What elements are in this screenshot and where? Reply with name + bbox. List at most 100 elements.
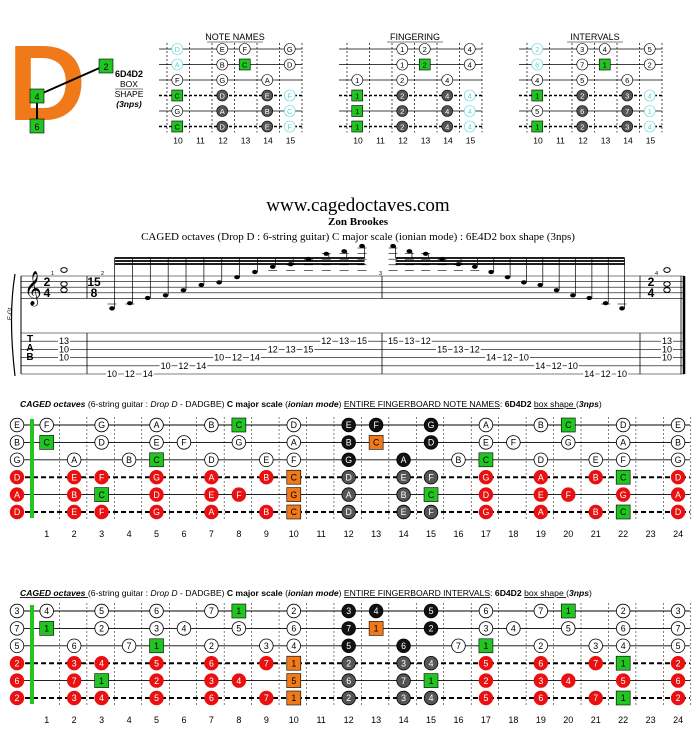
fret-number: 2 bbox=[72, 715, 77, 725]
note-marker-label: B bbox=[675, 438, 681, 448]
fret-number: 16 bbox=[453, 529, 463, 539]
tab-number-bg bbox=[320, 337, 333, 346]
note-marker bbox=[66, 452, 82, 468]
measure4-chord-notehead bbox=[663, 287, 671, 293]
run-down-tab-number: 15 bbox=[388, 336, 398, 346]
note-marker-label: G bbox=[483, 507, 490, 517]
note-marker-box bbox=[396, 690, 411, 706]
note-marker-box bbox=[341, 435, 356, 450]
run-down-notehead bbox=[406, 249, 413, 254]
note-marker bbox=[9, 621, 25, 636]
mini-marker-label: A bbox=[265, 76, 270, 85]
fret-number: 6 bbox=[181, 529, 186, 539]
note-marker-label: 3 bbox=[15, 606, 20, 616]
run-up-notehead bbox=[144, 295, 151, 301]
note-marker-label: 1 bbox=[621, 693, 626, 703]
fret-number: 20 bbox=[563, 529, 573, 539]
note-marker-label: 3 bbox=[72, 658, 77, 668]
tab-number-bg bbox=[356, 337, 368, 346]
note-marker-drop bbox=[9, 656, 25, 671]
mini-marker-label: C bbox=[175, 123, 181, 132]
tab-number-bg bbox=[284, 345, 297, 354]
note-marker bbox=[670, 621, 686, 636]
fret-number: 15 bbox=[426, 715, 436, 725]
note-marker-label: E bbox=[71, 507, 77, 517]
note-marker-drop bbox=[615, 487, 631, 502]
note-marker-label: 2 bbox=[154, 676, 159, 686]
mini-marker bbox=[396, 89, 409, 102]
note-marker-root bbox=[94, 673, 109, 688]
fret-number: 9 bbox=[264, 715, 269, 725]
note-marker-label: 5 bbox=[99, 606, 104, 616]
measure-number: 3 bbox=[379, 271, 382, 277]
measure-number: 1 bbox=[51, 271, 54, 277]
note-marker-label: 6 bbox=[676, 676, 681, 686]
mini-marker bbox=[238, 43, 251, 55]
run-up-notehead bbox=[198, 282, 205, 288]
note-marker-label: 2 bbox=[209, 641, 214, 651]
note-marker bbox=[533, 603, 549, 619]
logo-letter: D bbox=[8, 22, 86, 143]
note-marker-box bbox=[423, 435, 439, 450]
mini-marker-root bbox=[531, 89, 544, 102]
mini-marker-label: D bbox=[220, 123, 226, 132]
mini-marker-label: 1 bbox=[355, 123, 359, 132]
fret-number: 3 bbox=[99, 715, 104, 725]
note-marker bbox=[286, 417, 301, 433]
note-marker bbox=[9, 417, 25, 433]
note-marker bbox=[149, 603, 164, 619]
note-marker-drop bbox=[588, 656, 603, 671]
tab-number-bg bbox=[106, 370, 118, 378]
mini-marker-root bbox=[238, 58, 251, 71]
note-marker bbox=[588, 452, 603, 468]
mini-marker bbox=[463, 89, 476, 102]
note-marker bbox=[9, 435, 25, 450]
note-marker-label: 3 bbox=[401, 693, 406, 703]
note-marker-label: 7 bbox=[456, 641, 461, 651]
mini-marker-label: 2 bbox=[423, 45, 427, 54]
note-marker-label: B bbox=[456, 455, 462, 465]
note-marker-label: 5 bbox=[676, 641, 681, 651]
note-marker-label: 3 bbox=[538, 676, 543, 686]
mini-marker bbox=[171, 105, 184, 117]
measure1-chord-tab-number: 13 bbox=[59, 336, 69, 346]
note-marker-label: 4 bbox=[44, 606, 49, 616]
mini-marker-root bbox=[598, 58, 611, 71]
shape-logo: D 2 4 6 6D4D2 BOX SHAPE (3nps) bbox=[8, 22, 144, 143]
mini-fret-number: 13 bbox=[241, 136, 251, 146]
note-marker-label: 2 bbox=[346, 658, 351, 668]
mini-marker-label: F bbox=[287, 92, 292, 101]
note-marker-label: B bbox=[14, 438, 20, 448]
run-down-tab-number: 14 bbox=[584, 369, 594, 379]
note-marker-label: 7 bbox=[72, 676, 77, 686]
note-marker-drop bbox=[149, 690, 164, 706]
run-down-notehead bbox=[521, 280, 527, 285]
board2-title: CAGED octaves (6-string guitar : Drop D … bbox=[20, 588, 592, 598]
run-down-tab-number: 12 bbox=[502, 353, 512, 363]
note-marker-label: B bbox=[593, 507, 599, 517]
note-marker-box bbox=[341, 621, 356, 636]
measure4-chord-tab-number: 13 bbox=[662, 336, 672, 346]
note-marker-root bbox=[560, 603, 576, 619]
note-marker-drop bbox=[588, 690, 603, 706]
run-down-notehead bbox=[488, 269, 494, 275]
mini-marker-label: 5 bbox=[580, 76, 584, 85]
note-marker bbox=[506, 621, 521, 636]
note-marker bbox=[39, 417, 54, 433]
note-marker-label: G bbox=[153, 472, 160, 482]
mini-marker bbox=[441, 89, 454, 102]
mini-marker-label: C bbox=[287, 107, 293, 116]
note-marker bbox=[615, 417, 631, 433]
fret-number: 12 bbox=[344, 529, 354, 539]
mini-marker-label: 4 bbox=[468, 123, 472, 132]
mini-fret-number: 15 bbox=[286, 136, 296, 146]
note-marker-label: C bbox=[98, 490, 105, 500]
fret-number: 24 bbox=[673, 529, 683, 539]
note-marker-label: F bbox=[620, 455, 626, 465]
mini-marker bbox=[643, 89, 656, 102]
note-marker bbox=[176, 435, 192, 450]
tab-letter: B bbox=[26, 352, 33, 363]
mini-marker-label: 1 bbox=[648, 107, 652, 116]
